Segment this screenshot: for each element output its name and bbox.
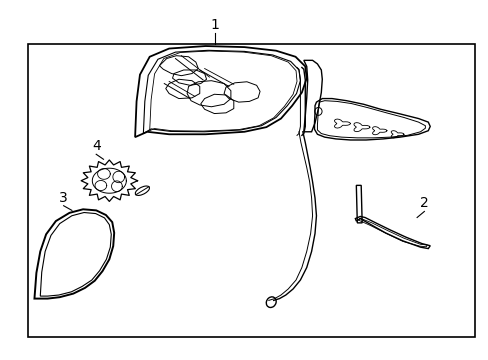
Text: 1: 1 — [210, 18, 219, 32]
Bar — [28, 44, 474, 337]
Text: 2: 2 — [419, 196, 428, 210]
Text: 3: 3 — [59, 191, 68, 205]
Text: 4: 4 — [92, 139, 101, 153]
